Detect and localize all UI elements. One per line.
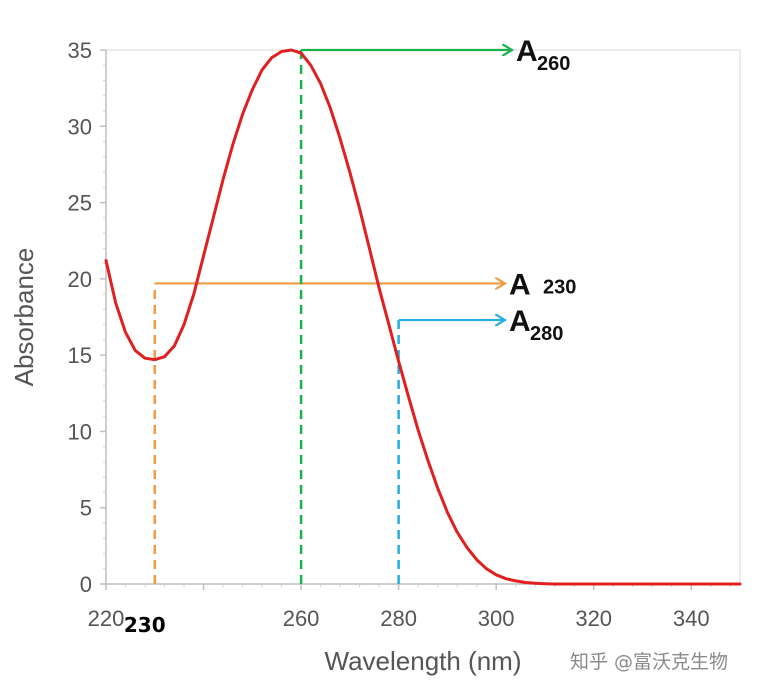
x-tick-label: 320 [575, 606, 612, 631]
y-tick-label: 20 [68, 267, 92, 292]
y-tick-label: 5 [80, 496, 92, 521]
annotation-label-sub-260: 260 [537, 53, 570, 75]
x-tick-label: 340 [673, 606, 710, 631]
axes-group: 0 5 10 15 20 25 30 35 220 260 280 300 320 340 [68, 38, 740, 631]
y-tick-label: 30 [68, 114, 92, 139]
annotation-label-sub-230: 230 [543, 276, 576, 298]
annotation-lines [153, 50, 512, 584]
x-tick-label: 300 [478, 606, 515, 631]
annotation-x-label-230: 230 [124, 613, 166, 637]
y-tick-label: 25 [68, 191, 92, 216]
annotation-label-A-280: A [509, 305, 531, 338]
y-tick-label: 35 [68, 38, 92, 63]
series-group [104, 48, 742, 586]
watermark: 知乎 @富沃克生物 [570, 651, 728, 673]
x-axis-title: Wavelength (nm) [325, 646, 522, 676]
y-tick-label: 0 [80, 572, 92, 597]
annotation-label-A-260: A [516, 35, 538, 68]
annotation-label-sub-280: 280 [530, 323, 563, 345]
series-line-absorbance [104, 48, 742, 586]
plot-frame [105, 49, 741, 585]
x-tick-label: 220 [88, 606, 125, 631]
annotation-label-A-230: A [509, 268, 531, 301]
x-tick-label: 280 [380, 606, 417, 631]
x-tick-label: 260 [283, 606, 320, 631]
y-tick-label: 15 [68, 343, 92, 368]
y-axis-title: Absorbance [9, 248, 39, 387]
y-tick-label: 10 [68, 419, 92, 444]
